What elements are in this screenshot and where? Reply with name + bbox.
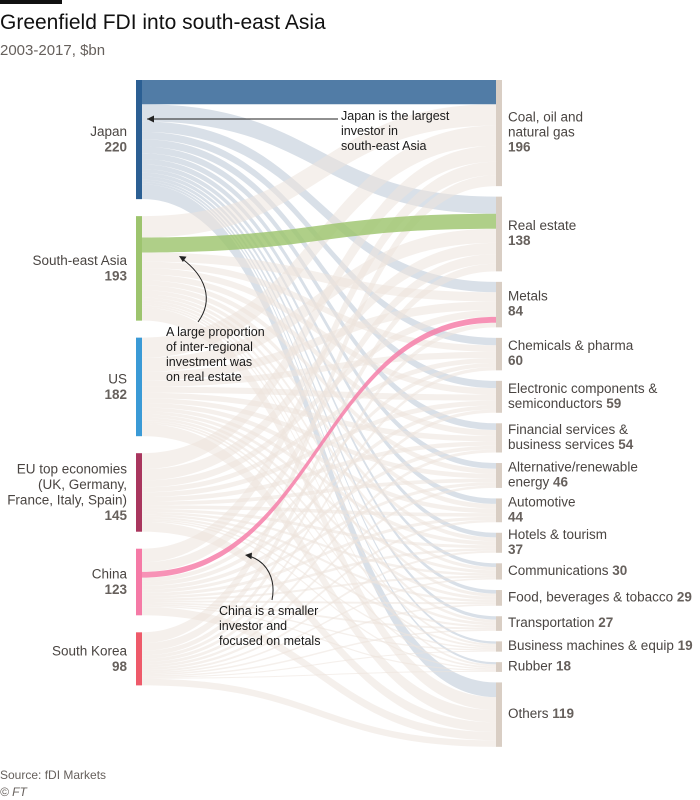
source-node-south-korea [136, 632, 142, 685]
source-label-south-east-asia: South-east Asia [32, 253, 127, 268]
sector-label-hotels-tourism: Hotels & tourism [508, 527, 607, 542]
sector-label-electronic-components-semiconductors: Electronic components & [508, 381, 657, 396]
source-note: Source: fDI Markets [0, 768, 106, 782]
source-label-eu-top-economies-uk-germany-france-italy-spain: France, Italy, Spain) [7, 492, 127, 507]
sector-label-coal-oil-and-natural-gas: Coal, oil and [508, 110, 583, 125]
source-node-eu-top-economies-uk-germany-france-italy-spain [136, 453, 142, 532]
source-value-china: 123 [104, 582, 127, 597]
source-value-eu-top-economies-uk-germany-france-italy-spain: 145 [104, 508, 127, 523]
source-value-japan: 220 [104, 140, 127, 155]
source-value-us: 182 [104, 387, 127, 402]
sector-node-food-beverages-tobacco [496, 590, 502, 606]
sector-node-others [496, 682, 502, 746]
sector-node-electronic-components-semiconductors [496, 381, 502, 413]
sector-node-chemicals-pharma [496, 338, 502, 370]
annotation-real-estate-line: investment was [166, 355, 252, 369]
sector-value-coal-oil-and-natural-gas: 196 [508, 140, 531, 155]
sector-label-transportation: Transportation 27 [508, 615, 613, 630]
annotation-china-line: China is a smaller [219, 604, 318, 618]
sector-label-financial-services-business-services: business services 54 [508, 437, 634, 452]
source-label-south-korea: South Korea [52, 643, 128, 658]
sector-node-financial-services-business-services [496, 423, 502, 452]
source-label-japan: Japan [90, 124, 127, 139]
sector-node-business-machines-equip [496, 641, 502, 651]
sector-label-chemicals-pharma: Chemicals & pharma [508, 338, 634, 353]
source-value-south-east-asia: 193 [104, 268, 127, 283]
annotation-china-line: focused on metals [219, 634, 320, 648]
sector-node-automotive [496, 498, 502, 522]
background-flows [142, 104, 496, 747]
sector-label-alternative-renewable-energy: energy 46 [508, 474, 569, 489]
annotation-china-line: investor and [219, 619, 287, 633]
sector-label-electronic-components-semiconductors: semiconductors 59 [508, 396, 621, 411]
sector-label-financial-services-business-services: Financial services & [508, 422, 628, 437]
sector-value-electronic-components-semiconductors: 59 [603, 396, 622, 411]
sector-value-communications: 30 [609, 563, 628, 578]
sector-node-rubber [496, 662, 502, 672]
sector-node-metals [496, 282, 502, 327]
source-value-south-korea: 98 [112, 659, 128, 674]
sector-label-business-machines-equip: Business machines & equip 19 [508, 638, 693, 653]
sector-value-others: 119 [549, 706, 575, 721]
sector-value-chemicals-pharma: 60 [508, 353, 523, 368]
sector-label-automotive: Automotive [508, 494, 576, 509]
sector-value-financial-services-business-services: 54 [615, 437, 634, 452]
annotation-japan-line: south-east Asia [341, 139, 427, 153]
source-label-eu-top-economies-uk-germany-france-italy-spain: (UK, Germany, [38, 477, 127, 492]
sector-value-alternative-renewable-energy: 46 [549, 474, 568, 489]
sector-node-alternative-renewable-energy [496, 463, 502, 488]
annotation-japan-line: Japan is the largest [341, 109, 450, 123]
sector-node-real-estate [496, 197, 502, 272]
sector-label-food-beverages-tobacco: Food, beverages & tobacco 29 [508, 589, 692, 604]
sector-value-real-estate: 138 [508, 233, 531, 248]
sector-label-real-estate: Real estate [508, 218, 576, 233]
sector-value-food-beverages-tobacco: 29 [673, 589, 692, 604]
sector-node-communications [496, 563, 502, 579]
annotation-real-estate-line: A large proportion [166, 325, 265, 339]
annotation-real-estate-line: of inter-regional [166, 340, 253, 354]
source-node-japan [136, 80, 142, 199]
sector-node-transportation [496, 616, 502, 631]
sector-value-hotels-tourism: 37 [508, 542, 523, 557]
annotation-real-estate-line: on real estate [166, 370, 242, 384]
flow-japan-to-coal-oil-and-natural-gas [142, 80, 496, 104]
sector-label-coal-oil-and-natural-gas: natural gas [508, 125, 575, 140]
sector-value-rubber: 18 [552, 659, 571, 674]
source-label-us: US [108, 371, 127, 386]
source-node-us [136, 338, 142, 437]
copyright: © FT [0, 785, 27, 799]
sector-node-coal-oil-and-natural-gas [496, 80, 502, 186]
sector-value-metals: 84 [508, 304, 524, 319]
annotation-japan-line: investor in [341, 124, 398, 138]
sector-value-transportation: 27 [595, 615, 614, 630]
source-node-south-east-asia [136, 216, 142, 321]
sector-label-others: Others 119 [508, 706, 574, 721]
sector-value-automotive: 44 [508, 509, 524, 524]
sector-label-communications: Communications 30 [508, 563, 627, 578]
sector-label-metals: Metals [508, 289, 548, 304]
sector-label-rubber: Rubber 18 [508, 659, 572, 674]
source-label-china: China [92, 567, 128, 582]
sector-node-hotels-tourism [496, 533, 502, 553]
source-node-china [136, 549, 142, 616]
source-label-eu-top-economies-uk-germany-france-italy-spain: EU top economies [17, 461, 128, 476]
sector-label-alternative-renewable-energy: Alternative/renewable [508, 459, 638, 474]
sector-value-business-machines-equip: 19 [674, 638, 693, 653]
